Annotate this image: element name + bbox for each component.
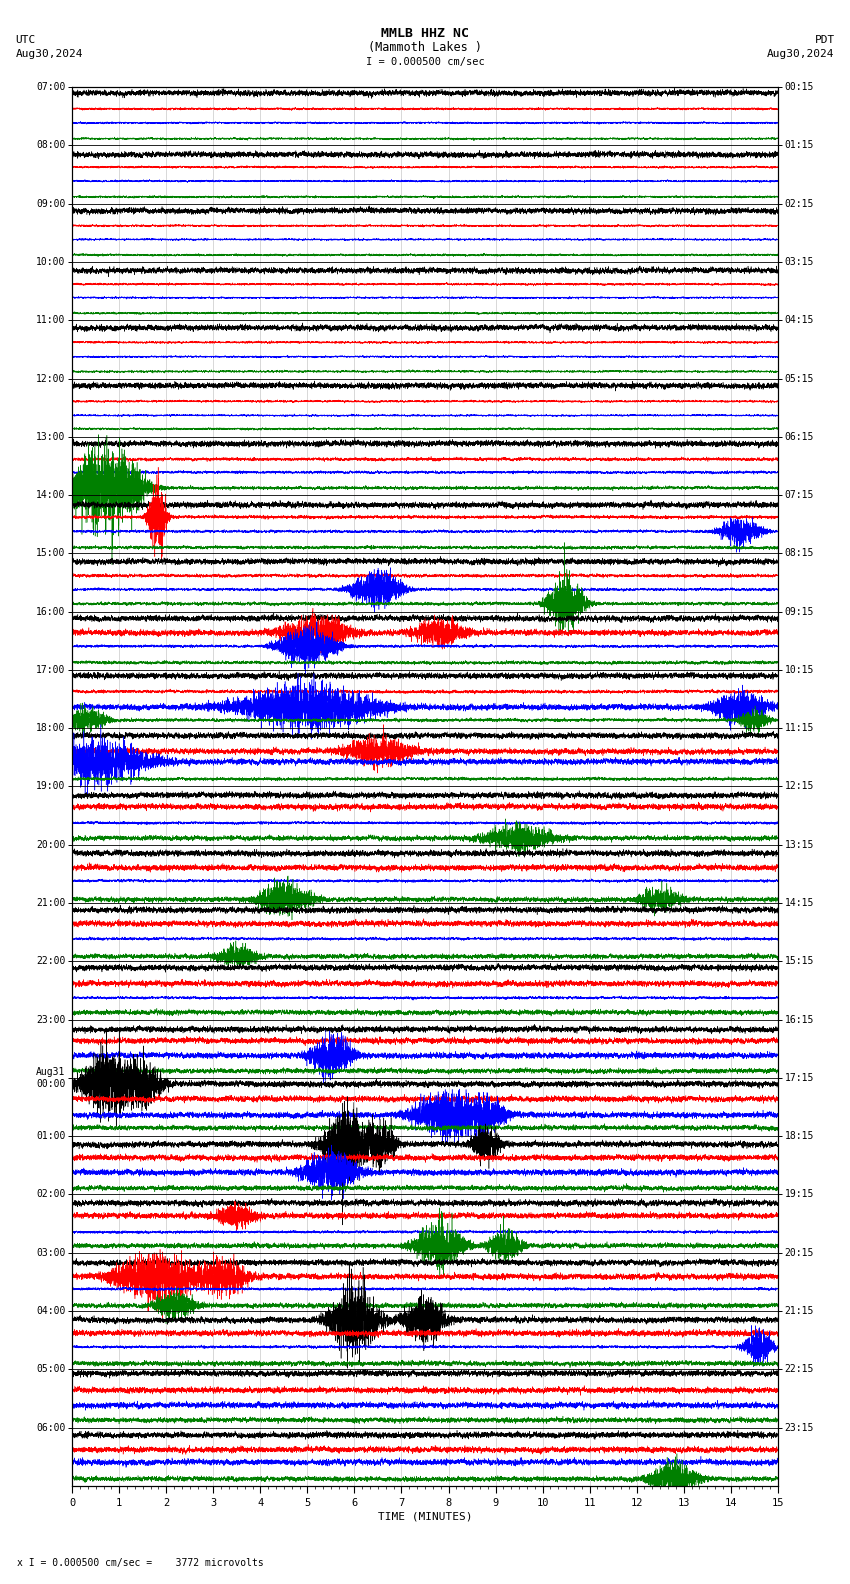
Text: MMLB HHZ NC: MMLB HHZ NC <box>381 27 469 40</box>
Text: Aug30,2024: Aug30,2024 <box>15 49 82 59</box>
Text: Aug30,2024: Aug30,2024 <box>768 49 835 59</box>
Text: UTC: UTC <box>15 35 36 44</box>
X-axis label: TIME (MINUTES): TIME (MINUTES) <box>377 1511 473 1522</box>
Text: I = 0.000500 cm/sec: I = 0.000500 cm/sec <box>366 57 484 67</box>
Text: (Mammoth Lakes ): (Mammoth Lakes ) <box>368 41 482 54</box>
Text: x I = 0.000500 cm/sec =    3772 microvolts: x I = 0.000500 cm/sec = 3772 microvolts <box>17 1559 264 1568</box>
Text: PDT: PDT <box>814 35 835 44</box>
